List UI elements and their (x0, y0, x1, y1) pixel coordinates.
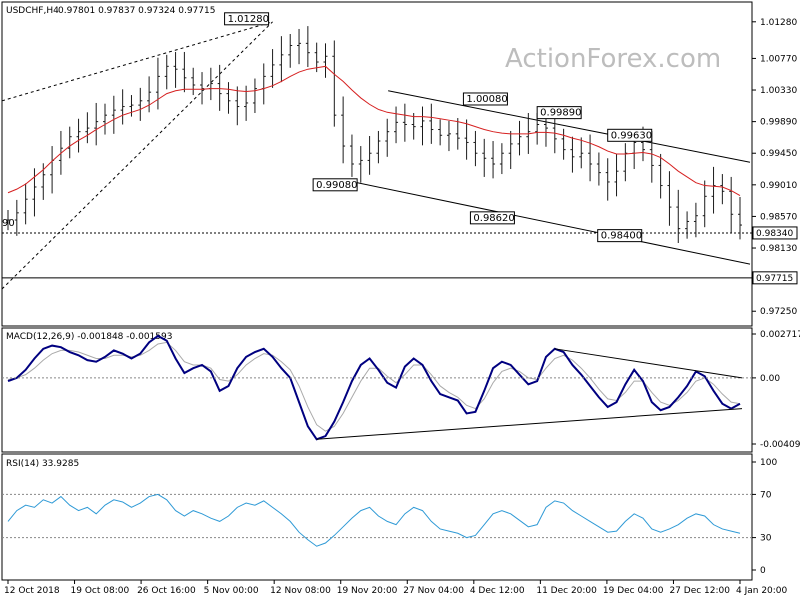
annotation-box (607, 128, 653, 142)
rsi-y-tick-label: 70 (760, 490, 772, 500)
upper-dashed-trendline (1, 21, 273, 102)
price-panel: ActionForex.com USDCHF,H4 0.97801 0.9783… (1, 1, 798, 327)
rsi-panel: RSI(14) 33.9285 100 70 30 0 (1, 453, 777, 581)
x-tick-label: 12 Nov 08:00 (270, 586, 331, 596)
x-tick-label: 27 Nov 04:00 (403, 586, 464, 596)
price-y-tick-label: 1.00330 (760, 86, 797, 96)
annotation-box (312, 178, 358, 192)
rsi-panel-frame (1, 453, 753, 581)
x-axis: 12 Oct 2018 19 Oct 08:00 26 Oct 16:00 5 Nov… (4, 580, 788, 596)
x-tick-label: 19 Oct 08:00 (71, 586, 130, 596)
annotation-box (469, 211, 515, 225)
price-panel-frame (1, 1, 753, 327)
rsi-y-tick-label: 100 (760, 458, 777, 468)
x-tick-label: 4 Dec 12:00 (470, 586, 525, 596)
annotation-box (536, 106, 582, 120)
annotation-label: 0.99890 (540, 108, 581, 119)
x-tick-label: 27 Dec 12:00 (669, 586, 730, 596)
x-tick-label: 4 Jan 20:00 (736, 586, 788, 596)
marked-level-tag-box (752, 226, 798, 240)
annotation-label: 1.01280 (228, 14, 269, 25)
price-annotations: 1.01280 1.00080 0.99890 0.99630 0.99080 0.986… (224, 12, 653, 243)
macd-y-tick-label: 0.002717 (760, 330, 800, 340)
price-y-tick-label: 0.99450 (760, 149, 797, 159)
macd-trendlines (2, 348, 752, 440)
macd-y-tick-label: 0.00 (760, 374, 780, 384)
price-y-tick-label: 0.99010 (760, 181, 797, 191)
x-tick-label: 19 Dec 04:00 (603, 586, 664, 596)
upper-channel-line (388, 90, 751, 163)
macd-y-tick-label: -0.004093 (760, 440, 800, 450)
rsi-line (7, 493, 741, 547)
price-y-axis: 1.01280 1.00770 1.00330 0.99890 0.99450 0.990… (752, 18, 797, 317)
current-price-tag-box (752, 271, 798, 285)
price-tags: 0.98340 0.97715 90 (2, 218, 798, 285)
price-header-ohlc: 0.97801 0.97837 0.97324 0.97715 (58, 6, 215, 16)
annotation-box (224, 12, 270, 26)
macd-header: MACD(12,26,9) -0.001848 -0.001593 (6, 332, 172, 342)
price-header-symbol: USDCHF,H4 (6, 6, 59, 16)
price-y-tick-label: 0.99890 (760, 118, 797, 128)
rsi-y-tick-label: 0 (760, 566, 766, 576)
price-bars (6, 26, 742, 243)
x-tick-label: 26 Oct 16:00 (137, 586, 196, 596)
annotation-label: 0.99080 (316, 180, 357, 191)
macd-line (7, 334, 741, 441)
rsi-y-tick-label: 30 (760, 534, 772, 544)
annotation-label: 0.98400 (601, 231, 642, 242)
price-y-tick-label: 0.98130 (760, 244, 797, 254)
price-trendlines (1, 21, 751, 290)
price-y-tick-label: 1.01280 (760, 18, 797, 28)
lower-channel-line (343, 179, 751, 265)
macd-panel: MACD(12,26,9) -0.001848 -0.001593 0.0027… (1, 327, 800, 453)
watermark: ActionForex.com (505, 44, 721, 74)
macd-panel-frame (1, 327, 753, 453)
left-edge-label: 90 (2, 218, 15, 229)
annotation-label: 1.00080 (466, 94, 507, 105)
annotation-box (597, 229, 643, 243)
ema-line (7, 65, 741, 197)
rsi-header: RSI(14) 33.9285 (6, 459, 79, 469)
current-price-tag: 0.97715 (756, 274, 793, 284)
x-tick-label: 12 Oct 2018 (4, 586, 60, 596)
price-y-tick-label: 0.97250 (760, 307, 797, 317)
x-tick-label: 11 Dec 20:00 (536, 586, 597, 596)
price-y-tick-label: 1.00770 (760, 54, 797, 64)
annotation-box (462, 92, 508, 106)
annotation-label: 0.98620 (473, 213, 514, 224)
rsi-y-axis: 100 70 30 0 (2, 458, 777, 576)
x-tick-label: 5 Nov 00:00 (204, 586, 259, 596)
price-y-tick-label: 0.98570 (760, 212, 797, 222)
annotation-label: 0.99630 (611, 130, 652, 141)
macd-y-axis: 0.002717 0.00 -0.004093 (752, 330, 800, 450)
macd-support-trendline (316, 408, 743, 440)
x-tick-label: 19 Nov 20:00 (337, 586, 398, 596)
marked-level-tag: 0.98340 (756, 229, 793, 239)
macd-resistance-trendline (554, 348, 743, 379)
